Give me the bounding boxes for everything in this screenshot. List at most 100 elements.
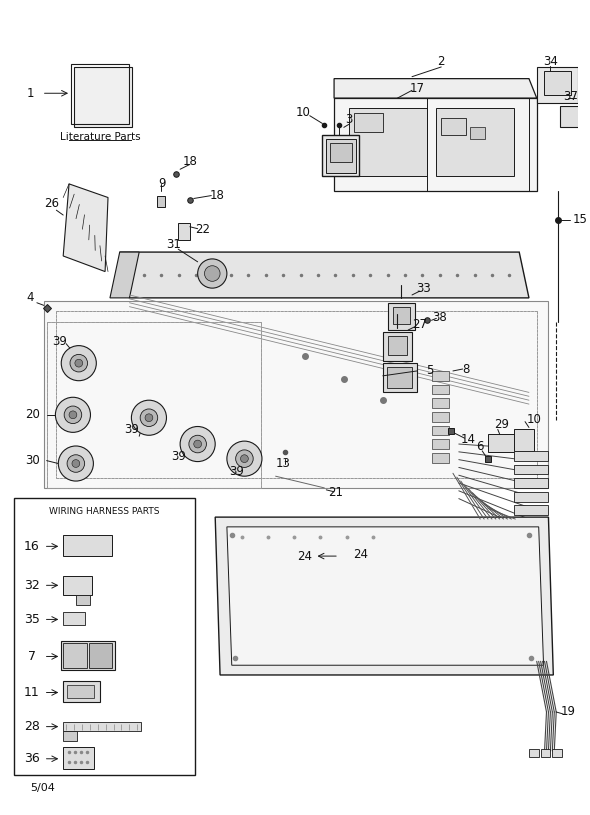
Bar — [392, 306, 410, 324]
Text: 4: 4 — [27, 292, 34, 304]
Polygon shape — [215, 518, 553, 675]
Text: 28: 28 — [24, 720, 40, 734]
Bar — [67, 685, 94, 698]
Text: 33: 33 — [417, 282, 431, 295]
Bar — [514, 451, 549, 460]
Polygon shape — [110, 252, 139, 297]
Text: 38: 38 — [432, 311, 447, 324]
Bar — [540, 749, 550, 757]
Text: 5: 5 — [426, 364, 433, 377]
Text: 1: 1 — [27, 86, 34, 99]
Text: 35: 35 — [24, 613, 40, 626]
Bar — [431, 453, 449, 463]
Circle shape — [55, 397, 90, 432]
Bar — [437, 108, 514, 176]
Text: 19: 19 — [560, 706, 575, 719]
Bar — [88, 643, 112, 668]
Bar — [552, 749, 562, 757]
Circle shape — [72, 460, 80, 468]
Circle shape — [140, 409, 158, 426]
Circle shape — [61, 346, 96, 381]
Text: 17: 17 — [409, 82, 424, 95]
Bar — [431, 425, 449, 435]
Text: 27: 27 — [412, 318, 427, 331]
Bar — [431, 399, 449, 408]
Circle shape — [75, 359, 83, 367]
Text: 10: 10 — [296, 106, 310, 119]
Bar — [431, 412, 449, 421]
Bar — [63, 643, 87, 668]
Bar — [388, 302, 415, 330]
Bar — [63, 681, 100, 703]
Bar — [514, 491, 549, 501]
Bar — [63, 722, 141, 732]
Text: 39: 39 — [171, 450, 186, 463]
Circle shape — [198, 259, 227, 289]
Text: 6: 6 — [477, 440, 484, 453]
Circle shape — [69, 411, 77, 419]
Bar — [543, 71, 571, 95]
Text: 16: 16 — [24, 540, 40, 553]
Text: 10: 10 — [526, 413, 541, 426]
Text: 15: 15 — [573, 214, 588, 227]
Text: 2: 2 — [438, 55, 445, 68]
Bar — [514, 478, 549, 488]
Bar — [71, 64, 129, 125]
Text: WIRING HARNESS PARTS: WIRING HARNESS PARTS — [50, 507, 160, 516]
Bar — [178, 222, 190, 240]
Circle shape — [241, 455, 248, 463]
Text: 7: 7 — [28, 650, 36, 663]
Bar — [330, 143, 352, 162]
Text: 9: 9 — [158, 178, 165, 191]
Text: 26: 26 — [44, 197, 59, 210]
Bar — [322, 135, 359, 176]
Bar — [529, 749, 539, 757]
Bar — [326, 139, 356, 173]
Polygon shape — [63, 184, 108, 271]
Bar — [63, 611, 84, 625]
Bar — [61, 641, 115, 670]
Text: 24: 24 — [297, 549, 312, 562]
Bar — [349, 108, 427, 176]
Text: 22: 22 — [195, 223, 210, 236]
Bar — [431, 439, 449, 449]
Bar — [63, 732, 77, 741]
Circle shape — [189, 435, 206, 453]
Bar — [76, 595, 90, 605]
Polygon shape — [44, 301, 549, 488]
Polygon shape — [334, 98, 537, 191]
Text: 31: 31 — [166, 238, 181, 251]
Bar — [431, 371, 449, 381]
Circle shape — [58, 446, 93, 481]
Bar — [383, 363, 417, 392]
Text: 30: 30 — [25, 454, 40, 467]
Circle shape — [132, 400, 166, 435]
Bar — [74, 67, 132, 127]
Text: 13: 13 — [276, 457, 291, 470]
Polygon shape — [227, 526, 543, 665]
Bar — [157, 196, 165, 207]
Text: 32: 32 — [24, 579, 40, 592]
Text: 11: 11 — [24, 686, 40, 699]
Text: 18: 18 — [182, 155, 197, 168]
Bar — [63, 535, 112, 556]
Text: 24: 24 — [353, 548, 369, 561]
Bar — [15, 498, 195, 775]
Polygon shape — [334, 78, 537, 98]
Circle shape — [70, 355, 87, 372]
Bar — [388, 336, 407, 355]
Circle shape — [67, 455, 84, 473]
Bar — [63, 747, 94, 769]
Bar — [353, 112, 383, 132]
Bar — [386, 367, 412, 389]
Bar — [488, 434, 515, 452]
Bar — [63, 575, 93, 595]
Text: 14: 14 — [461, 433, 476, 446]
Text: 39: 39 — [124, 423, 139, 436]
Text: 5/04: 5/04 — [30, 783, 55, 793]
Circle shape — [64, 406, 81, 424]
Text: 34: 34 — [543, 55, 558, 68]
Circle shape — [194, 440, 202, 448]
Text: 20: 20 — [25, 408, 40, 421]
Circle shape — [227, 441, 262, 476]
